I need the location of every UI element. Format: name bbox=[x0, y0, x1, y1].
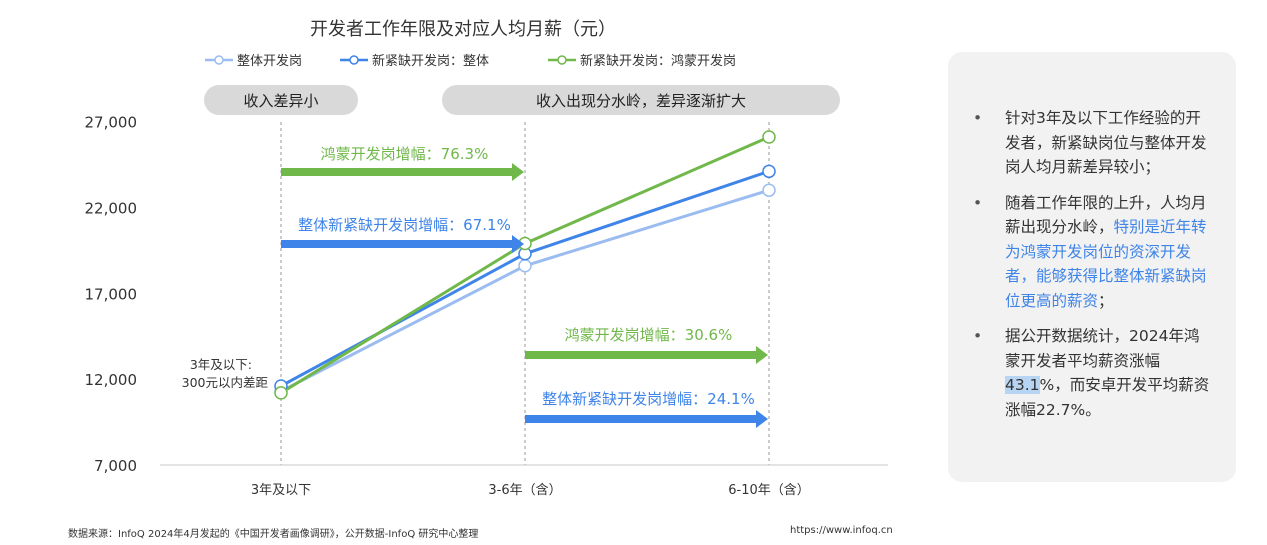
legend-marker bbox=[349, 55, 359, 65]
x-axis: 3年及以下 3-6年（含） 6-10年（含） bbox=[160, 464, 888, 498]
growth-arrow-shaft bbox=[525, 351, 758, 359]
phase-banner bbox=[204, 85, 358, 115]
gap-note-line: 3年及以下: bbox=[190, 357, 252, 372]
insight-text: 据公开数据统计，2024年鸿蒙开发者平均薪资涨幅 bbox=[1005, 327, 1200, 370]
insight-text: %，而安卓开发平均薪资涨幅22.7%。 bbox=[1005, 376, 1210, 419]
growth-arrow-head bbox=[512, 235, 524, 253]
insight-item: • 针对3年及以下工作经验的开发者，新紧缺岗位与整体开发岗人均月薪差异较小； bbox=[948, 106, 1236, 180]
growth-arrow-head bbox=[512, 163, 524, 181]
phase-banner bbox=[442, 85, 840, 115]
insight-item: • 随着工作年限的上升，人均月薪出现分水岭，特别是近年转为鸿蒙开发岗位的资深开发… bbox=[948, 191, 1236, 314]
gap-note: 3年及以下: 300元以内差距 bbox=[182, 357, 268, 390]
insight-item: • 据公开数据统计，2024年鸿蒙开发者平均薪资涨幅 43.1%，而安卓开发平均薪… bbox=[948, 324, 1236, 422]
y-tick-label: 7,000 bbox=[94, 457, 137, 475]
insight-highlight: 特别是近年转为鸿蒙开发岗位的资深开发者，能够获得比整体新紧缺岗位更高的薪资 bbox=[1005, 218, 1207, 310]
chart-legend: 整体开发岗 新紧缺开发岗：整体 新紧缺开发岗：鸿蒙开发岗 bbox=[205, 53, 736, 69]
phase-banners: 收入差异小 收入出现分水岭，差异逐渐扩大 bbox=[204, 85, 840, 115]
growth-label: 鸿蒙开发岗增幅：30.6% bbox=[565, 326, 733, 344]
y-tick-label: 12,000 bbox=[85, 371, 138, 389]
data-source: 数据来源：InfoQ 2024年4月发起的《中国开发者画像调研》，公开数据-In… bbox=[68, 529, 479, 540]
growth-arrow-head bbox=[756, 346, 768, 364]
text-selection[interactable]: 43.1 bbox=[1005, 376, 1040, 394]
data-point bbox=[762, 164, 776, 179]
series-lines bbox=[274, 130, 776, 400]
phase-label: 收入差异小 bbox=[243, 92, 318, 110]
source-link[interactable]: https://www.infoq.cn bbox=[790, 525, 893, 536]
data-point bbox=[762, 130, 776, 144]
growth-label: 整体新紧缺开发岗增幅：67.1% bbox=[298, 216, 511, 234]
data-point bbox=[274, 386, 288, 400]
legend-label: 整体开发岗 bbox=[237, 53, 302, 69]
legend-label: 新紧缺开发岗：鸿蒙开发岗 bbox=[580, 53, 736, 69]
data-point bbox=[518, 259, 532, 273]
bullet-icon: • bbox=[973, 327, 983, 345]
x-tick-label: 6-10年（含） bbox=[728, 482, 810, 498]
growth-arrow-head bbox=[756, 410, 768, 428]
growth-label: 鸿蒙开发岗增幅：76.3% bbox=[321, 145, 489, 163]
y-tick-label: 27,000 bbox=[85, 114, 138, 132]
growth-arrows: 鸿蒙开发岗增幅：76.3% 整体新紧缺开发岗增幅：67.1% 鸿蒙开发岗增幅：30.… bbox=[281, 145, 768, 428]
legend-marker bbox=[214, 55, 224, 65]
insight-list: • 针对3年及以下工作经验的开发者，新紧缺岗位与整体开发岗人均月薪差异较小； •… bbox=[948, 106, 1236, 433]
growth-arrow-shaft bbox=[281, 168, 514, 176]
phase-label: 收入出现分水岭，差异逐渐扩大 bbox=[536, 92, 746, 110]
insight-text: 随着工作年限的上升，人均月薪出现分水岭， bbox=[1005, 193, 1207, 237]
data-point bbox=[762, 183, 776, 197]
insight-text: ； bbox=[1098, 291, 1114, 310]
insight-panel: • 针对3年及以下工作经验的开发者，新紧缺岗位与整体开发岗人均月薪差异较小； •… bbox=[948, 52, 1236, 482]
bullet-icon: • bbox=[973, 193, 983, 212]
x-tick-label: 3-6年（含） bbox=[488, 482, 561, 498]
x-tick-label: 3年及以下 bbox=[251, 483, 311, 498]
growth-arrow-shaft bbox=[281, 240, 514, 248]
chart-title: 开发者工作年限及对应人均月薪（元） bbox=[310, 19, 616, 40]
legend-label: 新紧缺开发岗：整体 bbox=[372, 53, 489, 69]
growth-arrow-shaft bbox=[525, 415, 758, 423]
growth-label: 整体新紧缺开发岗增幅：24.1% bbox=[542, 390, 755, 408]
line-chart: 开发者工作年限及对应人均月薪（元） 整体开发岗 新紧缺开发岗：整体 新紧缺开发岗：鸿… bbox=[85, 19, 888, 498]
y-tick-label: 22,000 bbox=[85, 199, 138, 217]
y-axis: 7,000 12,000 17,000 22,000 27,000 bbox=[85, 114, 138, 475]
y-tick-label: 17,000 bbox=[85, 285, 138, 303]
gap-note-line: 300元以内差距 bbox=[182, 375, 268, 390]
legend-marker bbox=[557, 55, 567, 65]
bullet-icon: • bbox=[973, 109, 983, 127]
insight-text: 针对3年及以下工作经验的开发者，新紧缺岗位与整体开发岗人均月薪差异较小； bbox=[1005, 109, 1207, 176]
